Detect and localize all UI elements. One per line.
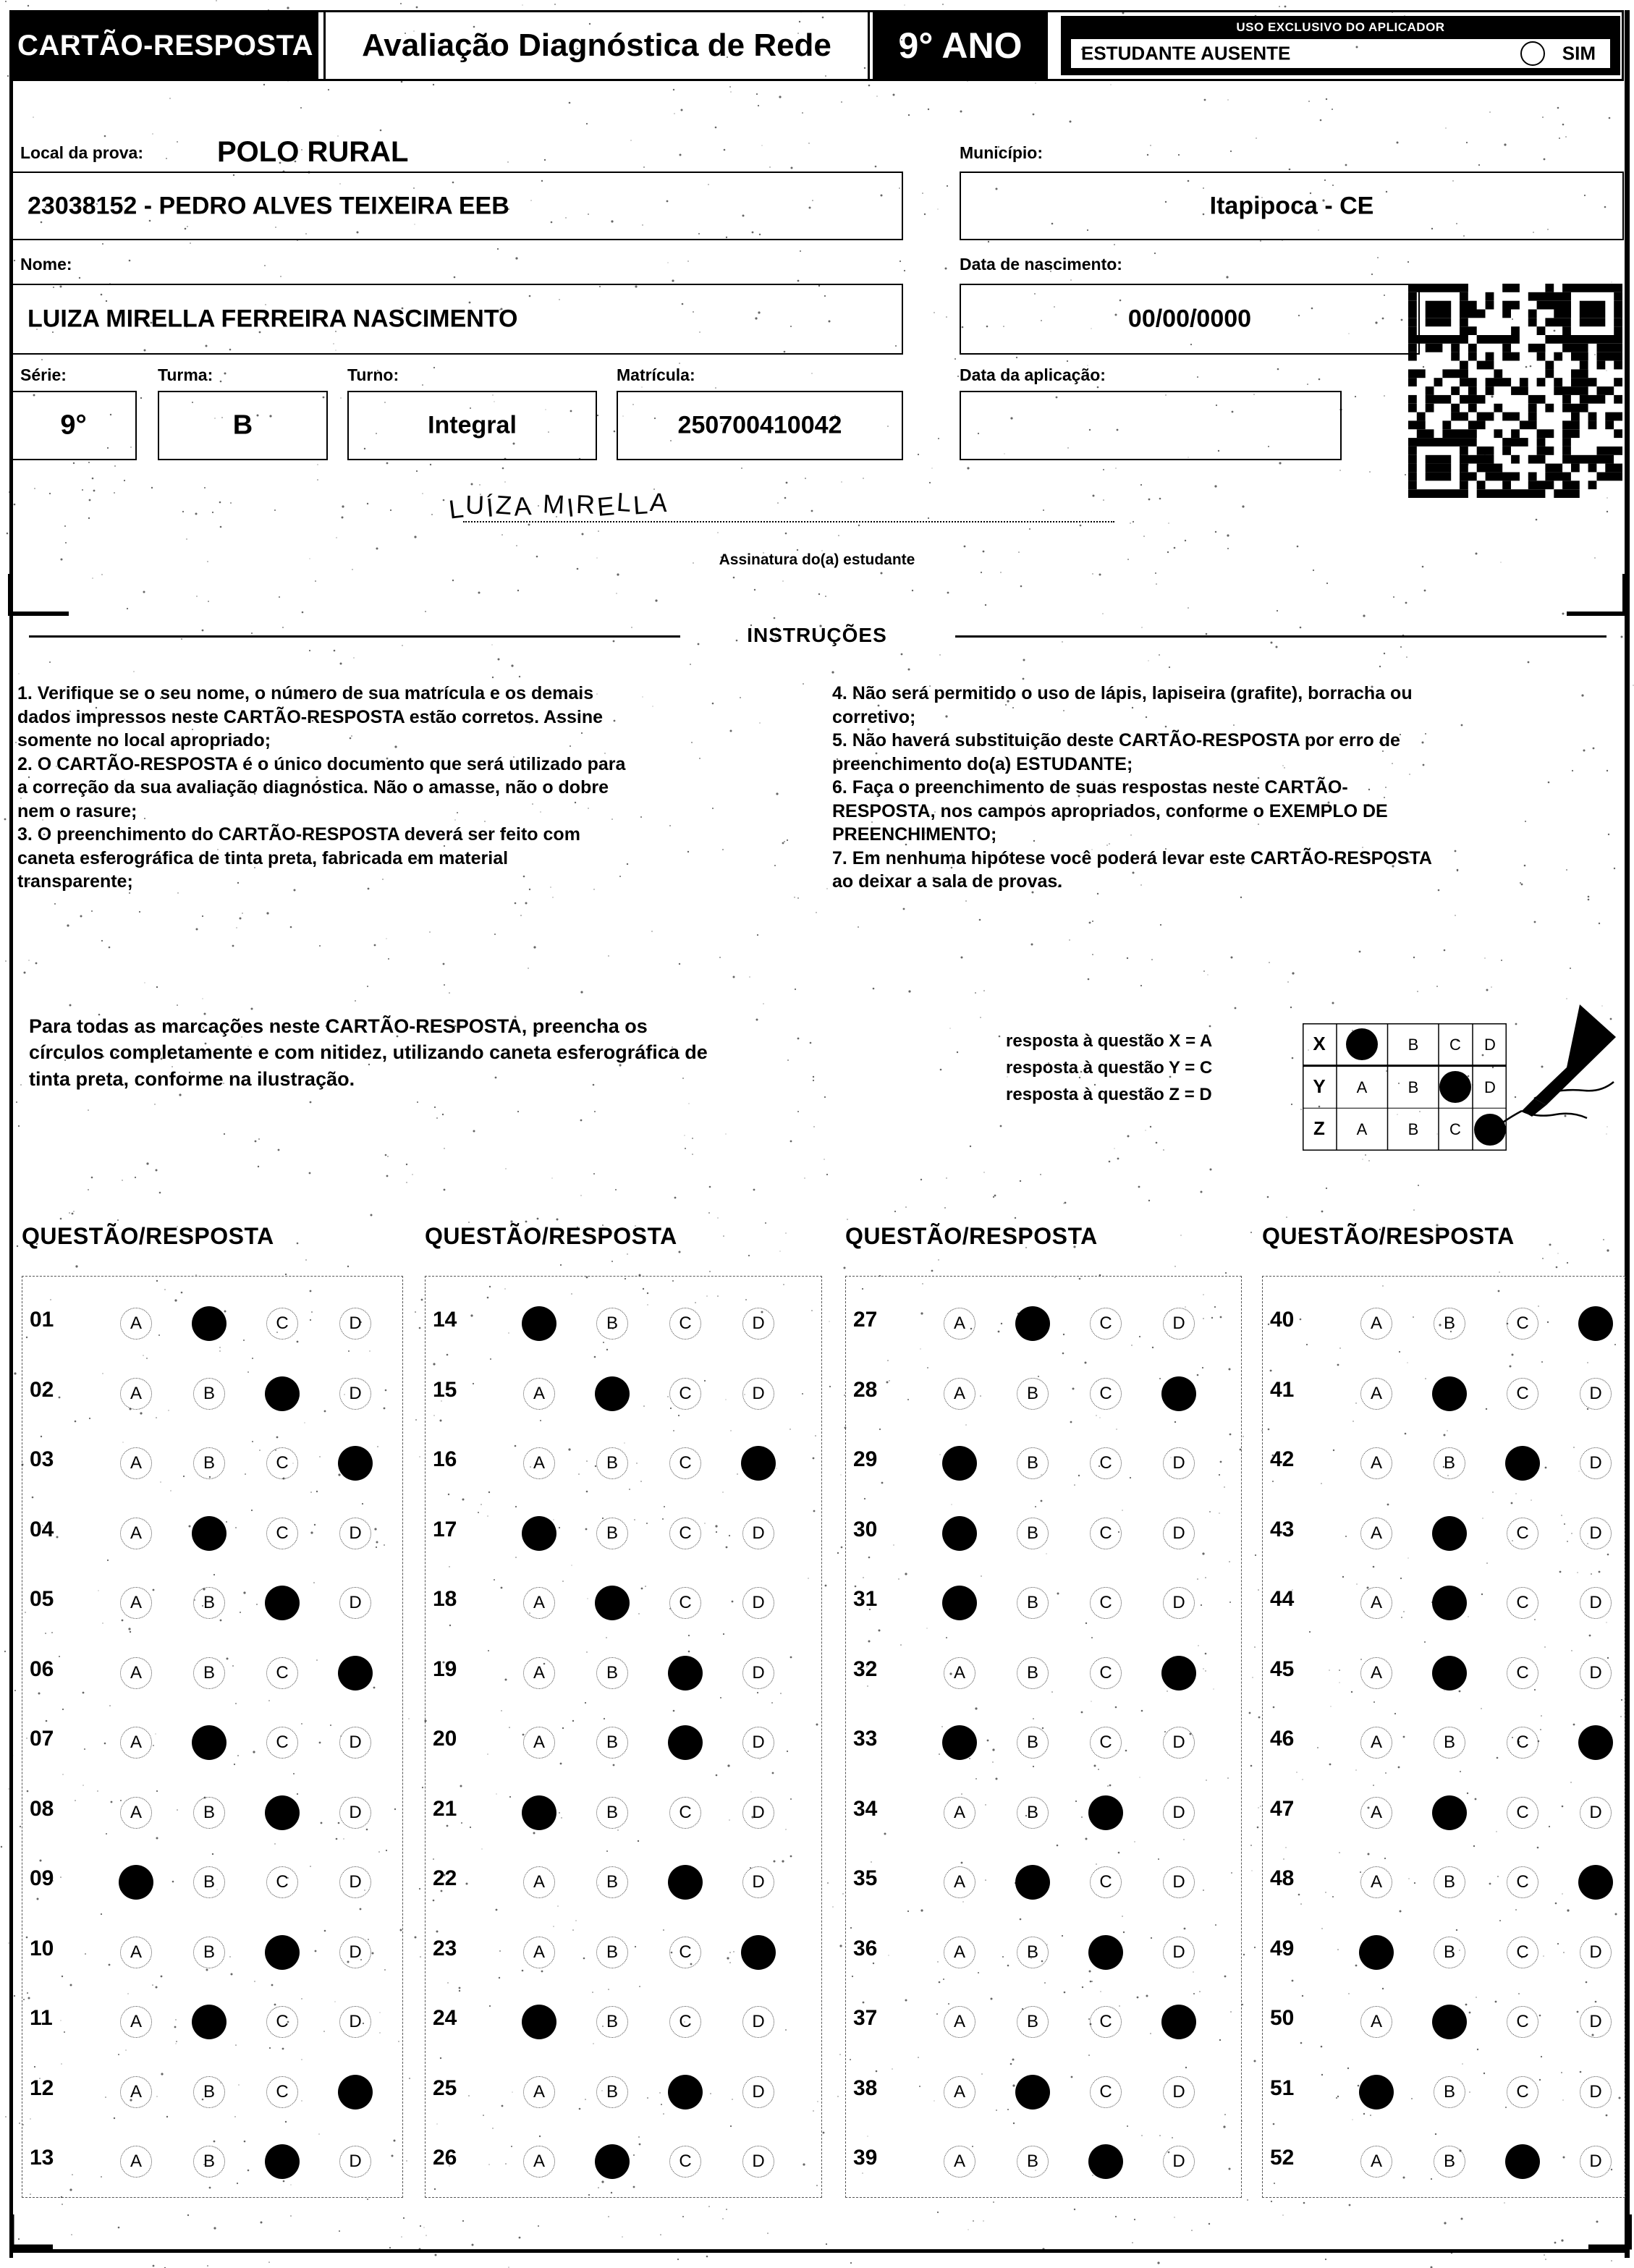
svg-text:Z: Z (1313, 1117, 1325, 1139)
svg-text:C: C (1449, 1036, 1461, 1054)
svg-text:A: A (1357, 1078, 1368, 1096)
svg-text:B: B (1408, 1036, 1419, 1054)
svg-text:Y: Y (1313, 1075, 1325, 1097)
svg-text:X: X (1313, 1033, 1326, 1054)
svg-text:C: C (1449, 1120, 1461, 1138)
svg-text:A: A (1357, 1120, 1368, 1138)
svg-text:B: B (1408, 1078, 1419, 1096)
svg-text:B: B (1408, 1120, 1419, 1138)
